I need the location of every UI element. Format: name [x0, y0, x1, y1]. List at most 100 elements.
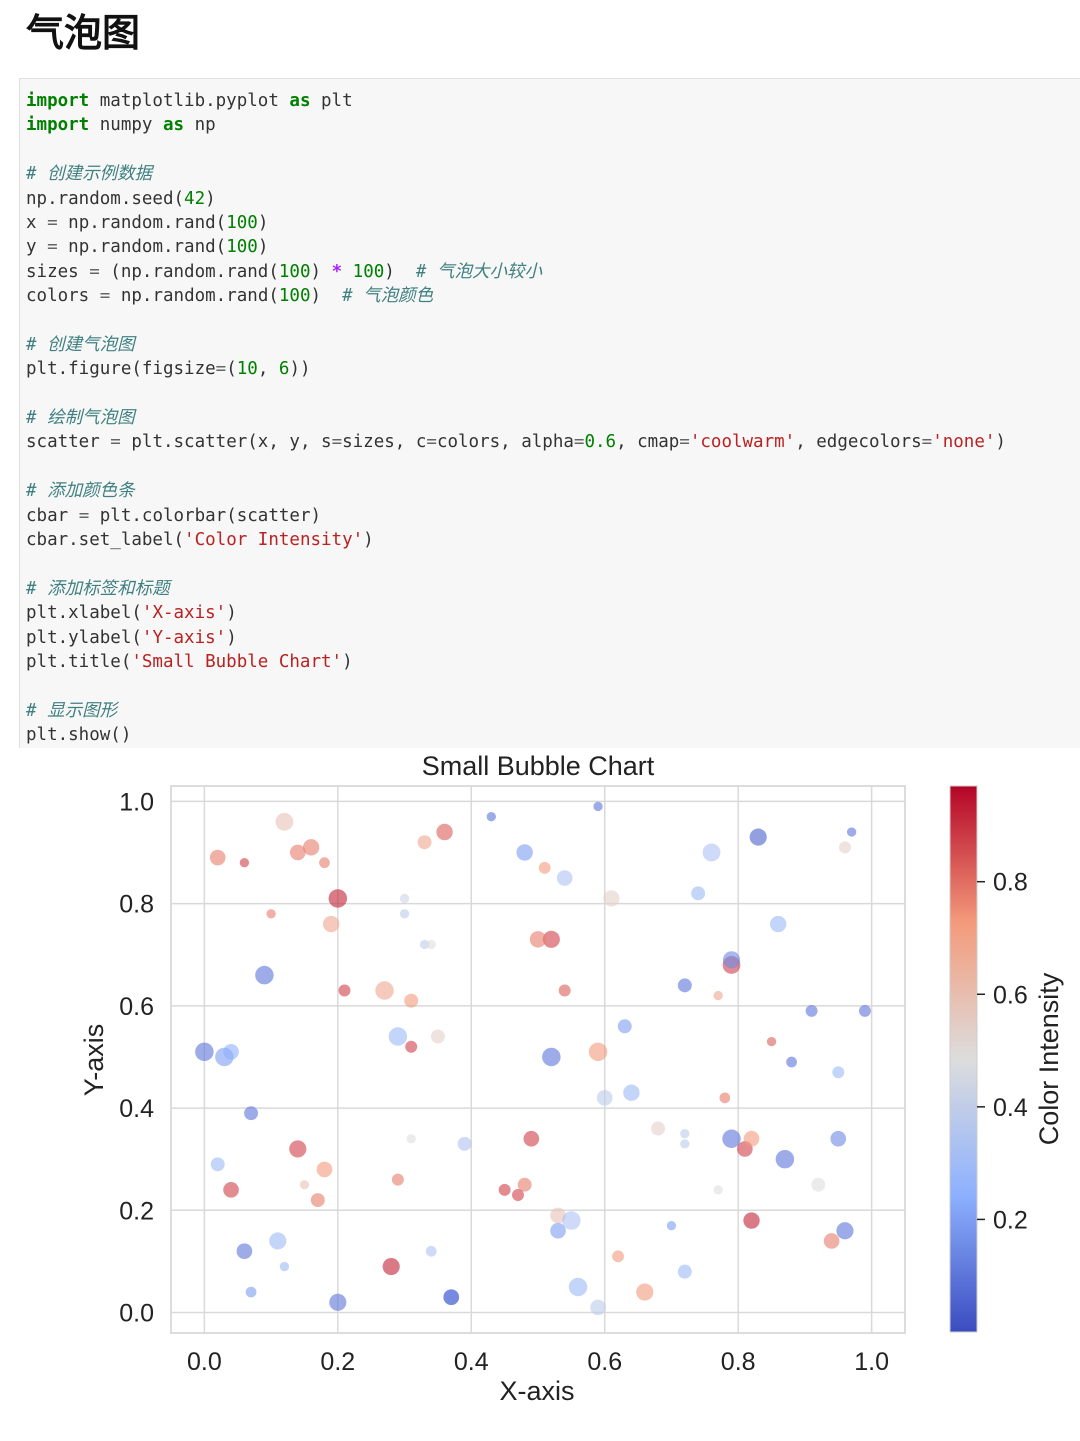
- colorbar-tick-label: 0.6: [993, 981, 1028, 1009]
- bubble-point: [275, 812, 294, 831]
- code-token: ): [310, 261, 332, 282]
- code-token: # 创建示例数据: [26, 164, 153, 185]
- y-tick-label: 1.0: [119, 788, 154, 816]
- x-tick-label: 0.8: [721, 1348, 756, 1376]
- code-line: import numpy as np: [26, 113, 1006, 137]
- code-token: 10: [236, 359, 258, 380]
- code-token: =: [99, 286, 111, 307]
- bubble-point: [858, 1004, 871, 1017]
- code-token: import: [26, 115, 90, 136]
- code-token: 6: [278, 359, 290, 380]
- code-token: 'Small Bubble Chart': [131, 651, 343, 672]
- code-token: 100: [226, 237, 258, 258]
- bubble-point: [743, 1212, 760, 1229]
- bubble-point: [651, 1121, 666, 1136]
- y-tick-label: 0.2: [119, 1197, 154, 1225]
- code-line: cbar = plt.colorbar(scatter): [26, 504, 1006, 528]
- bubble-point: [722, 1129, 741, 1148]
- code-token: # 气泡大小较小: [415, 261, 542, 282]
- bubble-point: [680, 1139, 690, 1149]
- x-tick-label: 0.0: [187, 1348, 222, 1376]
- code-line: [26, 552, 1006, 576]
- bubble-point: [419, 939, 430, 950]
- colorbar: [949, 785, 978, 1333]
- code-token: 0.6: [584, 432, 617, 453]
- bubble-point: [749, 828, 767, 846]
- code-token: 'X-axis': [141, 603, 227, 624]
- code-token: matplotlib.pyplot: [89, 91, 290, 111]
- code-token: 100: [278, 261, 311, 282]
- bubble-point: [498, 1183, 511, 1196]
- colorbar-tick-label: 0.8: [993, 869, 1028, 897]
- code-cell[interactable]: import matplotlib.pyplot as plt import nu…: [19, 78, 1080, 748]
- bubble-point: [316, 1161, 333, 1178]
- code-token: ): [995, 432, 1006, 453]
- code-token: # 气泡颜色: [342, 286, 434, 307]
- bubble-point: [568, 1277, 588, 1297]
- bubble-point: [406, 1134, 416, 1144]
- bubble-point: [399, 893, 410, 904]
- code-token: np: [184, 115, 216, 136]
- code-token: 100: [352, 261, 385, 282]
- bubble-point: [713, 990, 723, 1001]
- code-line: # 创建示例数据: [26, 162, 1006, 186]
- code-token: cbar.set_label(: [26, 530, 185, 551]
- bubble-chart: Small Bubble Chart 0.0 0.2 0.4 0.6 0.8 1.0 0.…: [79, 751, 1064, 1406]
- code-token: # 绘制气泡图: [26, 408, 135, 429]
- code-token: 42: [184, 188, 206, 209]
- colorbar-tick-labels: 0.2 0.4 0.6 0.8: [977, 869, 1028, 1234]
- bubble-point: [329, 1293, 347, 1311]
- code-token: =: [47, 237, 58, 258]
- bubble-point: [486, 812, 496, 822]
- code-token: plt.scatter(x, y, s: [120, 432, 332, 453]
- code-line: x = np.random.rand(100): [26, 211, 1006, 235]
- x-tick-label: 0.6: [587, 1348, 622, 1376]
- plot-area: [170, 785, 906, 1334]
- bubble-point: [328, 889, 348, 908]
- y-axis-label: Y-axis: [79, 1024, 109, 1097]
- code-token: # 创建气泡图: [26, 334, 135, 355]
- bubble-point: [302, 839, 320, 856]
- bubble-point: [529, 931, 547, 948]
- code-token: ): [257, 212, 269, 233]
- y-tick-label: 0.8: [119, 891, 154, 919]
- bubble-point: [743, 1130, 760, 1147]
- y-tick-labels: 0.0 0.2 0.4 0.6 0.8 1.0: [119, 788, 154, 1327]
- grid-lines: [171, 786, 905, 1333]
- code-token: as: [162, 115, 185, 136]
- bubble-point: [542, 1047, 561, 1067]
- code-token: # 显示图形: [26, 700, 118, 721]
- code-token: x: [26, 212, 48, 233]
- bubble-point: [823, 1233, 840, 1249]
- bubble-point: [617, 1019, 632, 1034]
- code-line: scatter = plt.scatter(x, y, s=sizes, c=c…: [26, 430, 1006, 454]
- code-token: ): [342, 651, 353, 672]
- bubble-point: [719, 1092, 731, 1104]
- code-line: [26, 382, 1006, 406]
- bubble-point: [223, 1182, 239, 1198]
- bubble-point: [239, 858, 250, 868]
- code-token: plt.ylabel(: [26, 627, 142, 648]
- x-tick-labels: 0.0 0.2 0.4 0.6 0.8 1.0: [187, 1348, 889, 1376]
- code-token: 'Y-axis': [141, 627, 227, 648]
- code-token: scatter: [26, 432, 111, 453]
- code-token: =: [89, 261, 100, 282]
- code-block: import matplotlib.pyplot as plt import nu…: [26, 89, 1006, 748]
- y-tick-label: 0.0: [119, 1300, 154, 1328]
- code-line: [26, 455, 1006, 479]
- code-token: plt.show(): [26, 725, 132, 746]
- bubble-point: [404, 993, 419, 1008]
- bubble-point: [209, 849, 226, 866]
- bubble-point: [512, 1188, 524, 1201]
- bubble-point: [391, 1173, 404, 1186]
- code-line: plt.figure(figsize=(10, 6)): [26, 357, 1006, 381]
- code-token: ): [310, 286, 343, 307]
- code-token: ): [257, 237, 269, 258]
- code-line: plt.title('Small Bubble Chart'): [26, 650, 1006, 674]
- code-token: ): [226, 603, 237, 624]
- bubble-point: [279, 1261, 290, 1272]
- bubble-point: [244, 1106, 259, 1121]
- code-token: *: [331, 261, 343, 282]
- code-line: plt.show(): [26, 723, 1006, 747]
- bubble-point: [677, 1264, 692, 1279]
